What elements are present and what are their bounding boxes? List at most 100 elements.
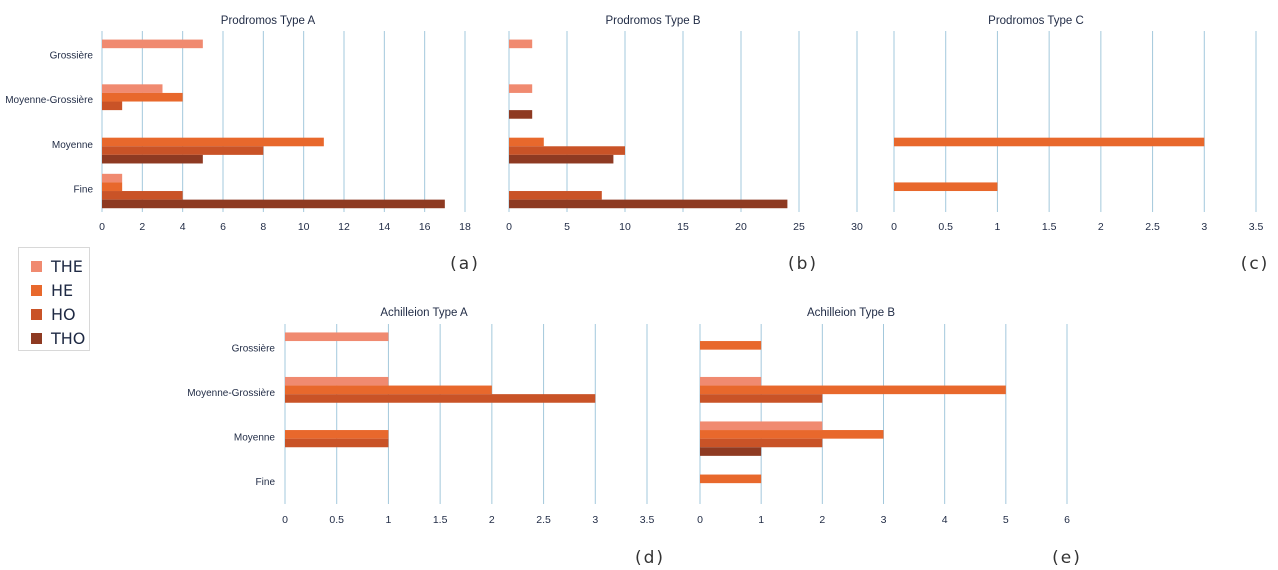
legend-label-ho: HO (51, 304, 76, 324)
panel-4-bar-he-0 (700, 341, 762, 350)
panel-0-bar-he-1 (102, 92, 183, 102)
panel-0-category-label-0: Grossière (50, 50, 94, 61)
panel-3-tick-label-3: 1.5 (433, 514, 448, 526)
panel-1-bar-the-1 (509, 84, 533, 93)
panel-1-panel-label: (b) (788, 254, 818, 274)
panel-0-tick-label-9: 18 (459, 221, 471, 233)
legend-label-the: THE (51, 256, 83, 276)
panel-0-tick-label-6: 12 (338, 221, 350, 233)
panel-1-bar-ho-2 (509, 146, 625, 155)
panel-3-bar-the-1 (285, 376, 389, 386)
panel-0-bar-the-3 (102, 173, 123, 183)
panel-3-category-label-2: Moyenne (234, 432, 276, 443)
panel-4-bar-he-1 (700, 385, 1006, 395)
legend: THE HE HO THO (18, 247, 90, 351)
panel-3-tick-label-2: 1 (386, 514, 392, 526)
panel-1-bar-tho-3 (509, 199, 788, 209)
panel-0-category-label-3: Fine (74, 185, 94, 196)
panel-0-bar-ho-3 (102, 191, 183, 200)
panel-0-bar-the-0 (102, 39, 203, 49)
panel-4-tick-label-2: 2 (819, 514, 825, 526)
panel-3-bar-the-0 (285, 332, 389, 342)
panel-1-tick-label-2: 10 (619, 221, 631, 233)
panel-4-tick-label-4: 4 (942, 514, 948, 526)
panel-3-category-label-0: Grossière (232, 343, 276, 354)
panel-1-bar-he-2 (509, 137, 544, 147)
panel-1-bar-tho-2 (509, 154, 614, 164)
legend-item-ho: HO (31, 302, 89, 326)
panel-0-bar-ho-1 (102, 101, 123, 111)
panel-4-tick-label-0: 0 (697, 514, 703, 526)
panel-0-tick-label-3: 6 (220, 221, 226, 233)
panel-0-tick-label-7: 14 (378, 221, 390, 233)
legend-swatch-tho (31, 332, 42, 344)
panel-2-tick-label-3: 1.5 (1042, 221, 1057, 233)
panel-4-bar-ho-2 (700, 438, 823, 448)
panel-0-bar-tho-3 (102, 199, 445, 209)
panel-2-tick-label-7: 3.5 (1249, 221, 1264, 233)
panel-2-tick-label-6: 3 (1201, 221, 1207, 233)
panel-2-tick-label-1: 0.5 (938, 221, 953, 233)
panel-2-tick-label-2: 1 (995, 221, 1001, 233)
panel-3-bar-he-1 (285, 385, 492, 395)
panel-4-tick-label-1: 1 (758, 514, 764, 526)
panel-2-tick-label-0: 0 (891, 221, 897, 233)
panel-1-tick-label-3: 15 (677, 221, 689, 233)
panel-3-title: Achilleion Type A (380, 307, 468, 319)
panel-0-panel-label: (a) (450, 254, 480, 274)
panel-3-tick-label-7: 3.5 (640, 514, 655, 526)
panel-1-bar-tho-1 (509, 110, 533, 119)
panel-3-tick-label-6: 3 (592, 514, 598, 526)
panel-0-bar-ho-2 (102, 146, 264, 155)
panel-4-bar-the-1 (700, 376, 762, 386)
legend-item-he: HE (31, 278, 89, 302)
legend-item-the: THE (31, 254, 89, 278)
panel-0-title: Prodromos Type A (221, 15, 316, 27)
panel-0-category-label-1: Moyenne-Grossière (5, 95, 93, 106)
panel-0-tick-label-0: 0 (99, 221, 105, 233)
panel-4-bar-the-2 (700, 421, 823, 431)
panel-0-tick-label-4: 8 (260, 221, 266, 233)
panel-3-bar-ho-2 (285, 438, 389, 448)
panel-2-bar-he-2 (894, 137, 1205, 147)
legend-swatch-he (31, 284, 42, 296)
panel-0-category-label-2: Moyenne (52, 140, 94, 151)
panel-0-bar-he-2 (102, 137, 324, 147)
panel-3-tick-label-1: 0.5 (329, 514, 344, 526)
panel-4-bar-he-2 (700, 430, 884, 439)
panel-2-panel-label: (c) (1241, 254, 1270, 274)
panel-2-title: Prodromos Type C (988, 15, 1084, 27)
panel-2-tick-label-5: 2.5 (1145, 221, 1160, 233)
panel-1-tick-label-0: 0 (506, 221, 512, 233)
panel-3-bar-he-2 (285, 430, 389, 439)
panel-3-category-label-3: Fine (256, 477, 276, 488)
panel-0-tick-label-8: 16 (419, 221, 431, 233)
panel-4-tick-label-5: 5 (1003, 514, 1009, 526)
panel-1-bar-ho-3 (509, 191, 602, 200)
legend-label-he: HE (51, 280, 74, 300)
panel-1-title: Prodromos Type B (605, 15, 700, 27)
panel-3-bar-ho-1 (285, 394, 596, 403)
panel-4-tick-label-6: 6 (1064, 514, 1070, 526)
panel-4-title: Achilleion Type B (807, 307, 895, 319)
panel-1-tick-label-6: 30 (851, 221, 863, 233)
panel-1-tick-label-1: 5 (564, 221, 570, 233)
panel-4-tick-label-3: 3 (881, 514, 887, 526)
panel-0-bar-he-3 (102, 182, 123, 192)
panel-3-category-label-1: Moyenne-Grossière (187, 388, 275, 399)
panel-3-tick-label-5: 2.5 (536, 514, 551, 526)
legend-swatch-the (31, 260, 42, 272)
panel-4-bar-tho-2 (700, 447, 762, 456)
panel-2-bar-he-3 (894, 182, 998, 192)
panel-2-tick-label-4: 2 (1098, 221, 1104, 233)
panel-3-panel-label: (d) (635, 548, 665, 568)
panel-0-tick-label-2: 4 (180, 221, 186, 233)
panel-1-tick-label-5: 25 (793, 221, 805, 233)
panel-3-tick-label-4: 2 (489, 514, 495, 526)
panel-1-tick-label-4: 20 (735, 221, 747, 233)
panel-0-tick-label-1: 2 (139, 221, 145, 233)
legend-swatch-ho (31, 308, 42, 320)
panel-0-bar-tho-2 (102, 154, 203, 164)
legend-label-tho: THO (51, 328, 86, 348)
